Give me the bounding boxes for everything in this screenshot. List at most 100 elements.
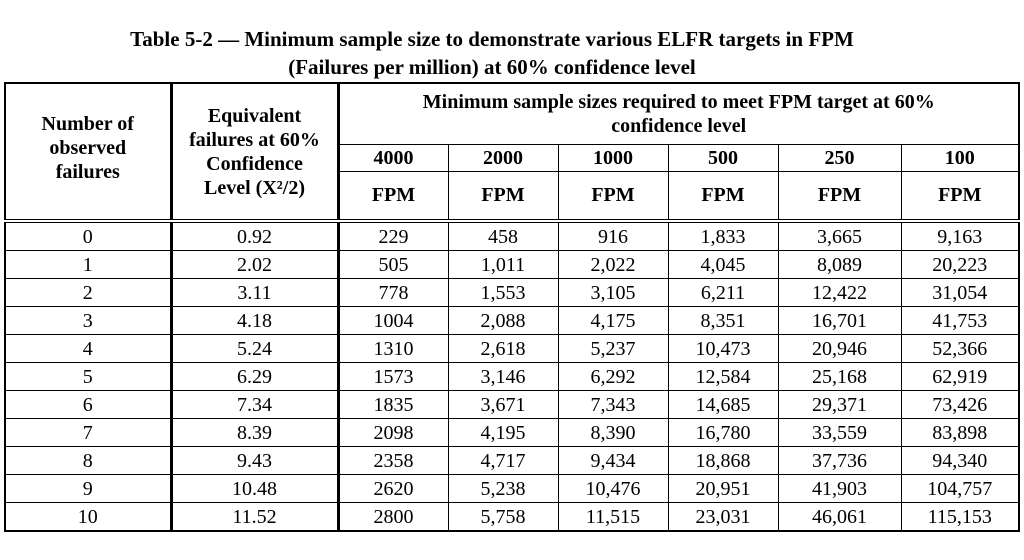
table-cell: 778 xyxy=(337,278,449,307)
fpm-unit: FPM xyxy=(337,170,449,223)
table-cell: 41,753 xyxy=(900,306,1020,335)
table-cell: 10,476 xyxy=(557,474,669,503)
table-cell: 3.11 xyxy=(170,278,340,307)
table-cell: 1 xyxy=(4,250,173,279)
table-cell: 1,011 xyxy=(447,250,559,279)
table-cell: 1310 xyxy=(337,334,449,363)
table-cell: 62,919 xyxy=(900,362,1020,391)
fpm-unit: FPM xyxy=(777,170,902,223)
table-row: 0 0.92 229 458 916 1,833 3,665 9,163 xyxy=(4,220,1020,251)
table-cell: 104,757 xyxy=(900,474,1020,503)
table-cell: 2800 xyxy=(337,502,449,532)
table-cell: 16,701 xyxy=(777,306,902,335)
fpm-target: 2000 xyxy=(447,143,559,172)
table-cell: 8,089 xyxy=(777,250,902,279)
table-cell: 41,903 xyxy=(777,474,902,503)
table-cell: 5 xyxy=(4,362,173,391)
table-cell: 31,054 xyxy=(900,278,1020,307)
table-cell: 18,868 xyxy=(667,446,779,475)
table-cell: 4,717 xyxy=(447,446,559,475)
table-row: 2 3.11 778 1,553 3,105 6,211 12,422 31,054 xyxy=(4,278,1020,307)
table-cell: 94,340 xyxy=(900,446,1020,475)
table-cell: 20,223 xyxy=(900,250,1020,279)
table-cell: 1,553 xyxy=(447,278,559,307)
table-row: 9 10.48 2620 5,238 10,476 20,951 41,903 104,757 xyxy=(4,474,1020,503)
table-cell: 37,736 xyxy=(777,446,902,475)
fpm-target: 4000 xyxy=(337,143,449,172)
fpm-target: 1000 xyxy=(557,143,669,172)
table-cell: 1004 xyxy=(337,306,449,335)
table-subtitle: (Failures per million) at 60% confidence… xyxy=(288,55,696,79)
table-cell: 2,618 xyxy=(447,334,559,363)
table-cell: 9,163 xyxy=(900,220,1020,251)
table-cell: 4,045 xyxy=(667,250,779,279)
table-cell: 1835 xyxy=(337,390,449,419)
table-row: 6 7.34 1835 3,671 7,343 14,685 29,371 73,426 xyxy=(4,390,1020,419)
table-cell: 7,343 xyxy=(557,390,669,419)
table-cell: 505 xyxy=(337,250,449,279)
table-cell: 2,088 xyxy=(447,306,559,335)
table-cell: 2358 xyxy=(337,446,449,475)
table-cell: 7 xyxy=(4,418,173,447)
table-cell: 11,515 xyxy=(557,502,669,532)
table-cell: 4.18 xyxy=(170,306,340,335)
fpm-target: 500 xyxy=(667,143,779,172)
table-cell: 16,780 xyxy=(667,418,779,447)
table-cell: 12,422 xyxy=(777,278,902,307)
table-cell: 25,168 xyxy=(777,362,902,391)
table-cell: 916 xyxy=(557,220,669,251)
group-header: Minimum sample sizes required to meet FP… xyxy=(337,82,1020,145)
table-cell: 3,671 xyxy=(447,390,559,419)
fpm-target: 250 xyxy=(777,143,902,172)
table-cell: 83,898 xyxy=(900,418,1020,447)
table-cell: 3,105 xyxy=(557,278,669,307)
table-cell: 229 xyxy=(337,220,449,251)
table-cell: 9 xyxy=(4,474,173,503)
table-cell: 46,061 xyxy=(777,502,902,532)
table-cell: 52,366 xyxy=(900,334,1020,363)
table-cell: 0 xyxy=(4,220,173,251)
table-cell: 11.52 xyxy=(170,502,340,532)
table-cell: 9,434 xyxy=(557,446,669,475)
table-cell: 5,238 xyxy=(447,474,559,503)
table-cell: 20,946 xyxy=(777,334,902,363)
table-cell: 7.34 xyxy=(170,390,340,419)
table-cell: 3,146 xyxy=(447,362,559,391)
column-header: Number of observed failures xyxy=(4,82,173,223)
table-row: 5 6.29 1573 3,146 6,292 12,584 25,168 62,919 xyxy=(4,362,1020,391)
table-cell: 4,175 xyxy=(557,306,669,335)
fpm-unit: FPM xyxy=(557,170,669,223)
fpm-unit: FPM xyxy=(447,170,559,223)
table-cell: 1573 xyxy=(337,362,449,391)
table-cell: 29,371 xyxy=(777,390,902,419)
table-cell: 2620 xyxy=(337,474,449,503)
table-cell: 2,022 xyxy=(557,250,669,279)
fpm-target: 100 xyxy=(900,143,1020,172)
table-cell: 6,292 xyxy=(557,362,669,391)
table-cell: 4,195 xyxy=(447,418,559,447)
table-cell: 4 xyxy=(4,334,173,363)
table-row: 7 8.39 2098 4,195 8,390 16,780 33,559 83,898 xyxy=(4,418,1020,447)
table-cell: 3,665 xyxy=(777,220,902,251)
table-row: 1 2.02 505 1,011 2,022 4,045 8,089 20,223 xyxy=(4,250,1020,279)
table-cell: 6.29 xyxy=(170,362,340,391)
table-cell: 8.39 xyxy=(170,418,340,447)
table-cell: 2 xyxy=(4,278,173,307)
table-cell: 9.43 xyxy=(170,446,340,475)
fpm-unit: FPM xyxy=(900,170,1020,223)
table-cell: 23,031 xyxy=(667,502,779,532)
table-cell: 73,426 xyxy=(900,390,1020,419)
table-cell: 2098 xyxy=(337,418,449,447)
table-cell: 8,390 xyxy=(557,418,669,447)
table-cell: 33,559 xyxy=(777,418,902,447)
header-row: FPM FPM FPM FPM FPM FPM xyxy=(5,170,1020,223)
table-cell: 2.02 xyxy=(170,250,340,279)
table-cell: 5.24 xyxy=(170,334,340,363)
table-cell: 8 xyxy=(4,446,173,475)
fpm-unit: FPM xyxy=(667,170,779,223)
table-cell: 10 xyxy=(4,502,173,532)
table-cell: 10.48 xyxy=(170,474,340,503)
table-cell: 115,153 xyxy=(900,502,1020,532)
table-cell: 6,211 xyxy=(667,278,779,307)
